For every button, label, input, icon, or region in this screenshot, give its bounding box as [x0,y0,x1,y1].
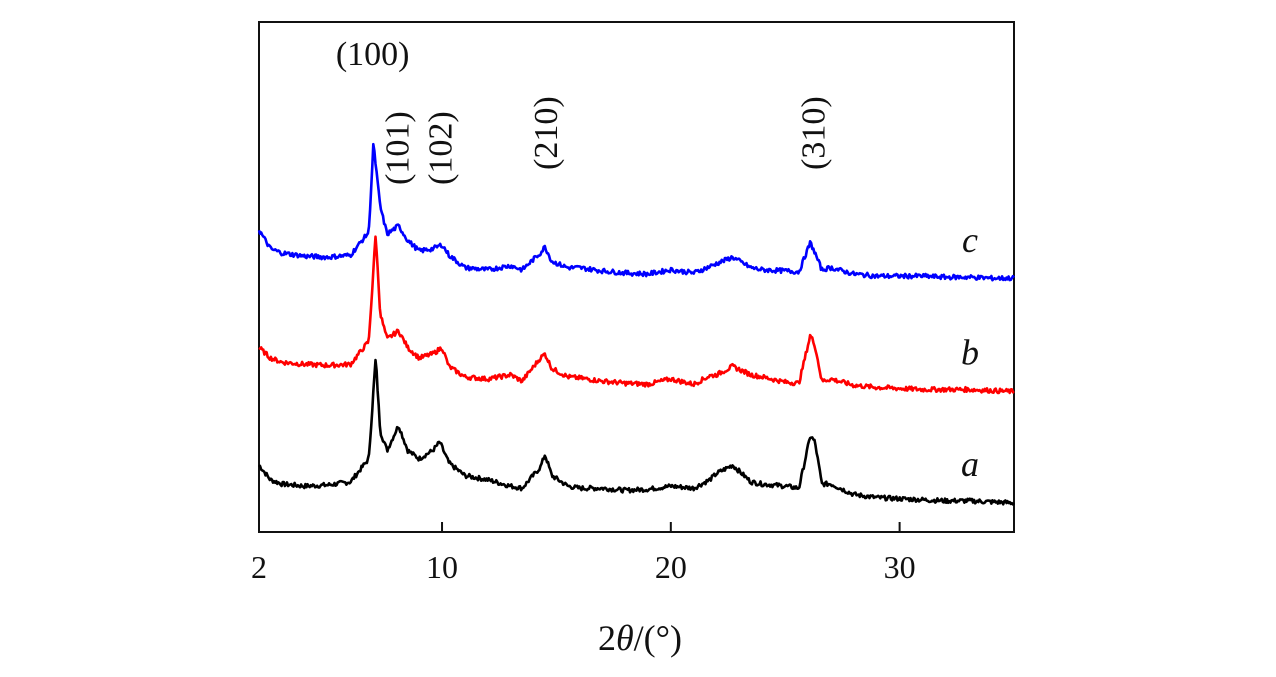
x-tick-label: 20 [655,549,687,585]
peak-label: (210) [528,96,565,170]
series-label-c: c [962,220,978,260]
series-label-a: a [961,444,979,484]
peak-label: (310) [796,96,833,170]
series-labels: a b c [961,220,979,484]
series-line-a [258,358,1016,506]
x-tick-label: 30 [884,549,916,585]
peak-label: (102) [423,111,460,185]
x-axis-title: 2θ/(°) [598,618,682,658]
series-label-b: b [961,333,979,373]
series-line-c [257,142,1016,282]
series-layer [257,142,1016,506]
peak-label: (100) [336,36,410,73]
peak-annotations: (100) (101) (102) (210) (310) [336,36,833,185]
x-axis-ticks: 2 10 20 30 [251,522,916,585]
series-line-b [258,235,1015,395]
x-tick-label: 2 [251,549,267,585]
peak-label: (101) [379,111,416,185]
x-tick-label: 10 [426,549,458,585]
